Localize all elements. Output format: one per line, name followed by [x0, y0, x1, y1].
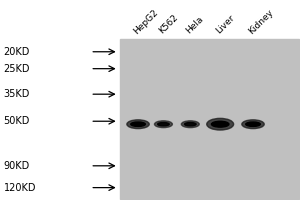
Ellipse shape: [154, 121, 172, 128]
Text: Kidney: Kidney: [247, 7, 275, 36]
Ellipse shape: [127, 120, 149, 129]
Text: 120KD: 120KD: [4, 183, 36, 193]
Ellipse shape: [184, 123, 196, 126]
Text: 35KD: 35KD: [4, 89, 30, 99]
Text: Hela: Hela: [184, 15, 205, 36]
Text: 20KD: 20KD: [4, 47, 30, 57]
Text: 25KD: 25KD: [4, 64, 30, 74]
Ellipse shape: [207, 118, 234, 130]
Ellipse shape: [212, 121, 229, 127]
Ellipse shape: [182, 121, 199, 128]
Ellipse shape: [242, 120, 264, 129]
Text: HepG2: HepG2: [132, 7, 160, 36]
Text: 90KD: 90KD: [4, 161, 30, 171]
Text: 50KD: 50KD: [4, 116, 30, 126]
Text: Liver: Liver: [214, 13, 236, 36]
Ellipse shape: [131, 122, 145, 126]
Ellipse shape: [158, 123, 169, 126]
Text: K562: K562: [157, 13, 180, 36]
Ellipse shape: [246, 122, 260, 126]
Bar: [120, 39, 299, 199]
